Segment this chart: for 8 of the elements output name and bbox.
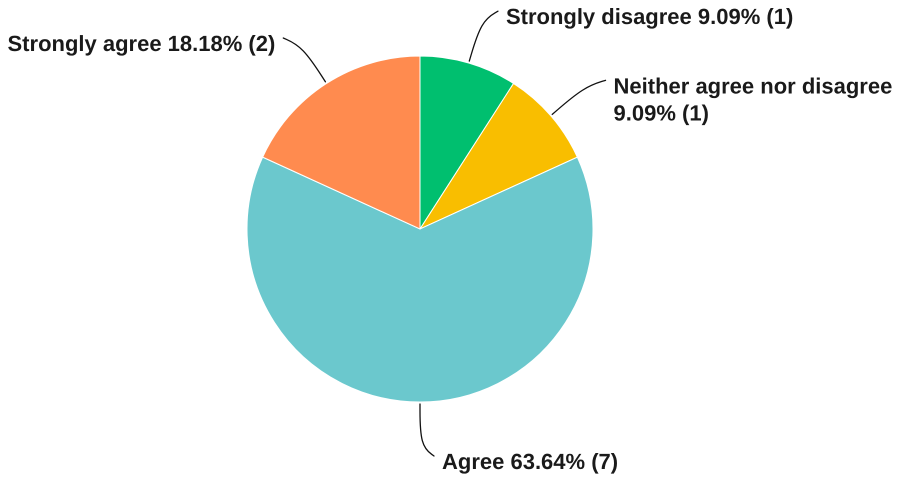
slice-label: Agree <box>442 449 504 474</box>
data-label: 9.09% (1) <box>698 4 794 30</box>
slice-label: Neither agree nor disagree <box>614 73 892 98</box>
data-label: 18.18% (2) <box>168 31 276 56</box>
slice-label: Strongly disagree <box>506 4 692 30</box>
slice-label: Strongly agree <box>8 31 162 56</box>
data-label: 9.09% (1) <box>614 100 709 126</box>
data-label: 63.64% (7) <box>510 449 618 474</box>
